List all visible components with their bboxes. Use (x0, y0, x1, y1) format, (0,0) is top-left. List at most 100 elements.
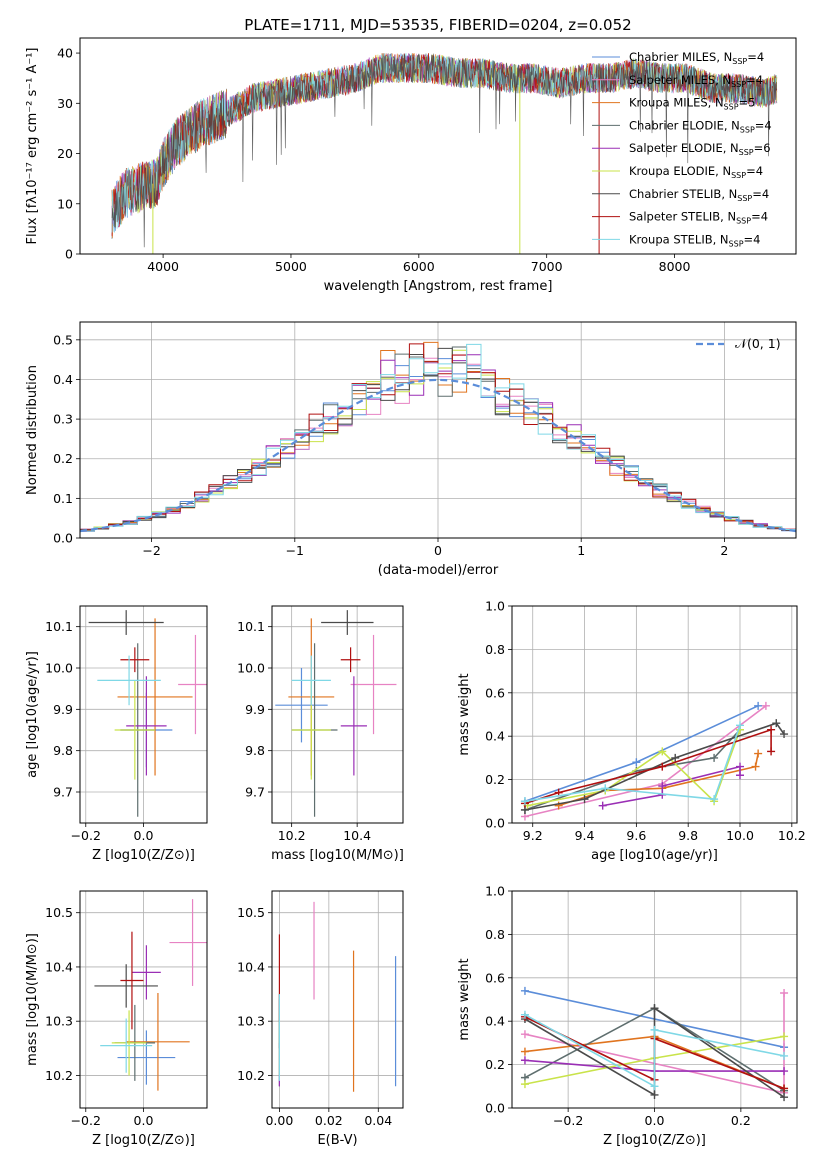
y-tick-label: 10.0 (237, 661, 265, 676)
y-tick-label: 0.8 (485, 927, 505, 942)
gridlines (272, 891, 403, 1108)
x-tick-label: 6000 (403, 259, 435, 274)
legend-label: Chabrier MILES, NSSP=4 (629, 50, 764, 66)
x-axis-label: wavelength [Angstrom, rest frame] (324, 279, 553, 294)
plot-area (520, 986, 789, 1102)
y-tick-label: 0.0 (485, 1101, 505, 1116)
x-tick-label: 10.4 (343, 828, 371, 843)
data-point (350, 634, 397, 735)
plus-marker (520, 1030, 529, 1039)
x-axis-label: Z [log10(Z/Z⊙)] (92, 848, 195, 863)
x-axis-label: age [log10(age/yr)] (591, 848, 718, 863)
x-tick-label: 0.02 (315, 1113, 343, 1128)
y-tick-label: 0.6 (485, 970, 505, 985)
x-tick-label: 0.2 (731, 1113, 751, 1128)
y-tick-label: 10.4 (45, 959, 73, 974)
data-point (117, 1030, 176, 1085)
legend-label: Kroupa ELODIE, NSSP=4 (629, 164, 763, 180)
plus-marker (650, 1090, 659, 1099)
x-tick-label: −2 (142, 543, 160, 558)
plus-marker (650, 1082, 659, 1091)
axes-frame (271, 605, 404, 824)
plus-marker (780, 1067, 789, 1076)
axes-frame (79, 37, 797, 255)
plot-panels: 4000 5000 6000 7000 8000010203040wavelength … (25, 37, 806, 1148)
data-point (97, 655, 161, 706)
axes-frame (79, 321, 797, 539)
panel-ebv-mass: 0.00 0.02 0.04 10.2 10.3 10.4 10.5 E(B-V) (237, 890, 404, 1148)
data-point (131, 945, 161, 1000)
plot-area (111, 52, 778, 254)
x-tick-label: 9.2 (523, 828, 543, 843)
data-point (169, 899, 207, 986)
axes-frame (511, 890, 798, 1109)
x-tick-label: 0.00 (265, 1113, 293, 1128)
plus-marker (736, 771, 744, 780)
plus-marker (671, 753, 680, 762)
legend-label: 𝒩(0, 1) (735, 336, 781, 351)
plus-marker (601, 784, 610, 793)
y-axis-label: mass [log10(M/M⊙)] (25, 933, 40, 1066)
y-tick-label: 10.4 (237, 959, 265, 974)
y-tick-label: 0.8 (485, 642, 505, 657)
x-tick-label: 1 (577, 543, 585, 558)
plus-marker (767, 725, 776, 734)
x-tick-label: −0.2 (71, 1113, 101, 1128)
y-tick-label: 9.9 (53, 702, 73, 717)
y-tick-label: 10.2 (45, 1068, 73, 1083)
plus-marker (520, 1047, 529, 1056)
y-tick-label: 10.0 (45, 661, 73, 676)
weight-line (524, 705, 767, 818)
y-tick-label: 10.1 (45, 619, 73, 634)
y-tick-label: 0.1 (53, 491, 73, 506)
y-axis-label: Flux [fλ10⁻¹⁷ erg cm⁻² s⁻¹ A⁻¹] (25, 48, 40, 245)
x-tick-label: 8000 (659, 259, 691, 274)
weight-line (527, 729, 741, 807)
plus-marker (761, 701, 770, 710)
y-tick-label: 40 (57, 46, 73, 61)
x-axis-label: mass [log10(M/M⊙)] (271, 848, 404, 863)
weight-line (524, 1013, 785, 1088)
x-tick-label: 2 (720, 543, 728, 558)
gridlines (80, 891, 207, 1108)
x-tick-label: 5000 (275, 259, 307, 274)
y-axis-label: Normed distribution (25, 365, 40, 495)
y-tick-label: 0.2 (53, 451, 73, 466)
y-tick-label: 1.0 (485, 599, 505, 614)
x-axis-label: E(B-V) (317, 1133, 357, 1148)
legend-label: Kroupa MILES, NSSP=5 (629, 96, 755, 112)
data-point (88, 610, 164, 635)
y-tick-label: 9.8 (245, 743, 265, 758)
x-tick-label: 9.4 (575, 828, 595, 843)
x-tick-label: 0.04 (364, 1113, 392, 1128)
y-tick-label: 0.0 (485, 816, 505, 831)
plus-marker (658, 762, 667, 771)
panel-residuals: −2 −1 0 1 2 0.0 0.1 0.2 0.3 0.4 0.5 (data-model)/er… (25, 321, 797, 578)
data-point (114, 680, 156, 780)
plus-marker (520, 1056, 529, 1065)
plot-area (80, 341, 796, 533)
plus-marker (650, 1004, 659, 1013)
y-tick-label: 9.8 (53, 743, 73, 758)
plus-marker (780, 1032, 789, 1041)
gridlines (80, 606, 207, 823)
y-tick-label: 0.4 (485, 729, 505, 744)
y-tick-label: 1.0 (485, 884, 505, 899)
legend-label: Chabrier STELIB, NSSP=4 (629, 187, 769, 203)
y-tick-label: 0.5 (53, 332, 73, 347)
plus-marker (780, 1051, 789, 1060)
x-tick-label: 9.8 (678, 828, 698, 843)
data-point (120, 647, 150, 673)
x-tick-label: −1 (286, 543, 304, 558)
y-tick-label: 10.5 (237, 905, 265, 920)
plus-marker (780, 1084, 789, 1093)
plus-marker (736, 721, 744, 730)
data-point (126, 676, 167, 776)
plus-marker (780, 730, 789, 739)
plus-marker (772, 719, 781, 728)
plus-marker (780, 988, 789, 997)
legend: 𝒩(0, 1) (696, 336, 781, 351)
gaussian-curve (80, 378, 796, 533)
panel-z-mass: −0.2 0.0 10.2 10.3 10.4 10.5 Z [log10(Z/Z⊙)] ma… (25, 890, 208, 1148)
